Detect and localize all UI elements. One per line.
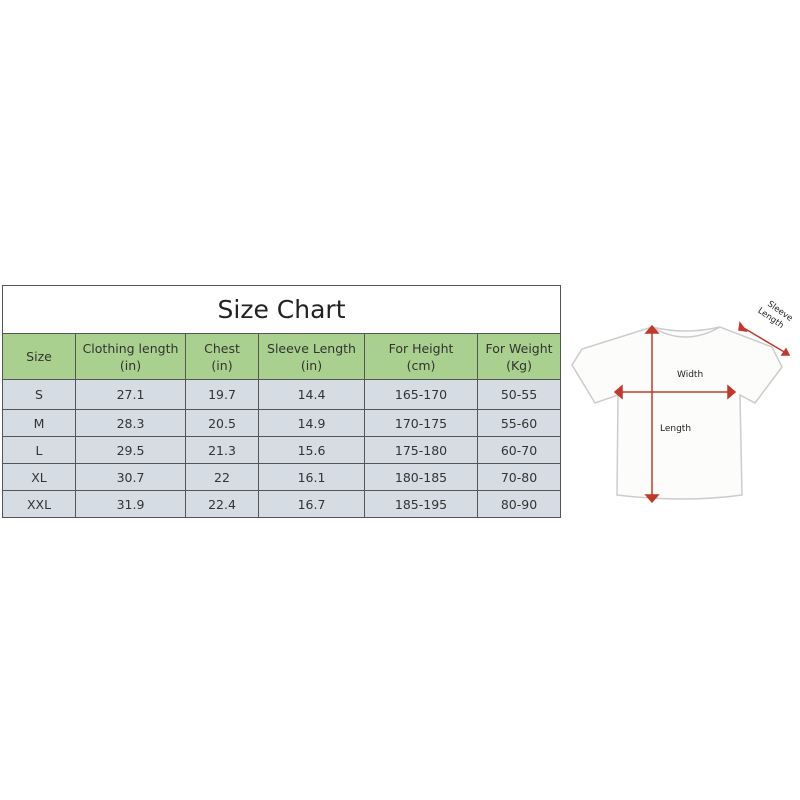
column-header: For Height (cm) bbox=[364, 333, 478, 380]
column-header: Clothing length (in) bbox=[75, 333, 186, 380]
table-cell: XL bbox=[2, 463, 76, 491]
table-cell: 22.4 bbox=[185, 490, 259, 518]
column-header-unit: (in) bbox=[211, 357, 233, 373]
table-cell: M bbox=[2, 409, 76, 437]
table-row: M 28.3 20.5 14.9 170-175 55-60 bbox=[2, 409, 562, 437]
column-header-title: Clothing length bbox=[82, 340, 179, 356]
tshirt-measurement-diagram: Width Length Sleeve Length bbox=[571, 299, 794, 504]
table-row: XXL 31.9 22.4 16.7 185-195 80-90 bbox=[2, 490, 562, 518]
column-header-unit: (in) bbox=[119, 357, 142, 373]
table-cell: 50-55 bbox=[476, 379, 562, 410]
table-cell: 80-90 bbox=[476, 490, 562, 518]
table-row: XL 30.7 22 16.1 180-185 70-80 bbox=[2, 463, 562, 491]
table-cell: 16.7 bbox=[258, 490, 365, 518]
table-cell: L bbox=[2, 436, 76, 464]
column-header-title: For Weight bbox=[485, 340, 553, 356]
table-cell: 30.7 bbox=[75, 463, 186, 491]
column-header-unit: (in) bbox=[300, 357, 323, 373]
length-label: Length bbox=[660, 424, 691, 434]
column-header-unit: (cm) bbox=[406, 357, 436, 373]
column-header: Sleeve Length (in) bbox=[258, 333, 365, 380]
table-cell: 60-70 bbox=[476, 436, 562, 464]
table-cell: 185-195 bbox=[364, 490, 478, 518]
column-header: Chest (in) bbox=[185, 333, 259, 380]
table-cell: 27.1 bbox=[75, 379, 186, 410]
width-label: Width bbox=[677, 370, 703, 380]
table-cell: 21.3 bbox=[185, 436, 259, 464]
table-cell: 31.9 bbox=[75, 490, 186, 518]
table-cell: 29.5 bbox=[75, 436, 186, 464]
measurement-arrows bbox=[613, 321, 791, 504]
size-chart-table: Size Chart Size Clothing length (in) Chest(… bbox=[1, 285, 562, 518]
column-header: Size bbox=[2, 333, 76, 380]
column-header-title: Sleeve Length bbox=[267, 340, 356, 356]
table-cell: 165-170 bbox=[364, 379, 478, 410]
table-row: L 29.5 21.3 15.6 175-180 60-70 bbox=[2, 436, 562, 464]
table-cell: XXL bbox=[2, 490, 76, 518]
table-title: Size Chart bbox=[1, 285, 562, 334]
table-cell: 14.9 bbox=[258, 409, 365, 437]
table-cell: 19.7 bbox=[185, 379, 259, 410]
table-cell: 70-80 bbox=[476, 463, 562, 491]
table-cell: 16.1 bbox=[258, 463, 365, 491]
table-cell: 15.6 bbox=[258, 436, 365, 464]
column-header-title: Chest bbox=[204, 340, 240, 356]
table-cell: 180-185 bbox=[364, 463, 478, 491]
table-row: S 27.1 19.7 14.4 165-170 50-55 bbox=[2, 379, 562, 410]
tshirt-shape bbox=[571, 326, 783, 500]
table-cell: 22 bbox=[185, 463, 259, 491]
table-cell: 170-175 bbox=[364, 409, 478, 437]
table-cell: 55-60 bbox=[476, 409, 562, 437]
header-row: Size Clothing length (in) Chest (in) Sleeve L… bbox=[2, 333, 562, 380]
table-cell: 20.5 bbox=[185, 409, 259, 437]
table-cell: 28.3 bbox=[75, 409, 186, 437]
column-header-unit: (Kg) bbox=[506, 357, 532, 373]
column-header-title: For Height bbox=[388, 340, 454, 356]
table-cell: S bbox=[2, 379, 76, 410]
table-cell: 14.4 bbox=[258, 379, 365, 410]
column-header-title: Size bbox=[26, 349, 52, 364]
column-header: For Weight (Kg) bbox=[476, 333, 562, 380]
table-cell: 175-180 bbox=[364, 436, 478, 464]
